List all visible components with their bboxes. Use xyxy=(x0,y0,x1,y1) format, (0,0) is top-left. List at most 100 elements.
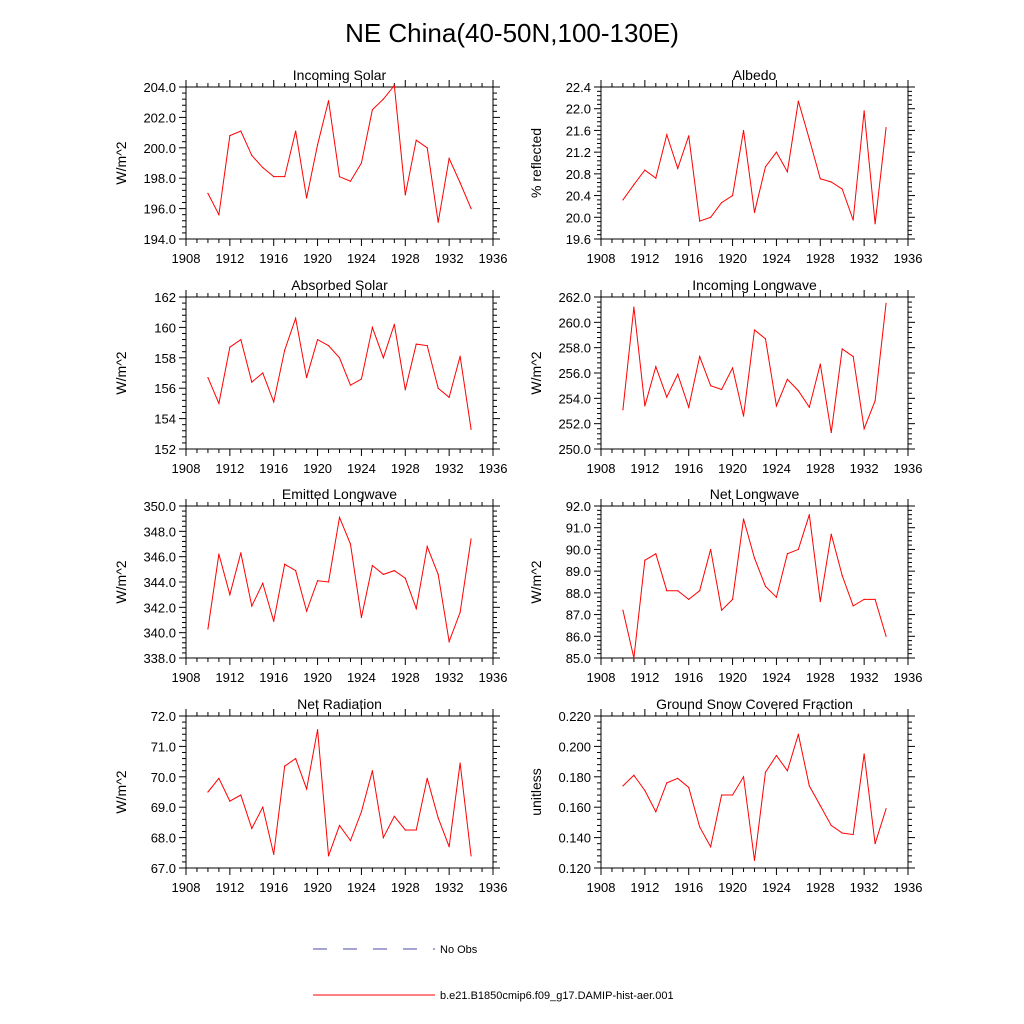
y-tick-label: 0.120 xyxy=(558,861,591,876)
panel-net-longwave: Net Longwave W/m^2 1908 1912 1916 1920 1924 192… xyxy=(528,486,922,685)
data-point xyxy=(327,855,330,857)
data-point xyxy=(863,110,865,112)
data-point xyxy=(262,166,264,169)
data-point xyxy=(284,563,286,565)
data-point xyxy=(688,786,690,789)
data-point xyxy=(808,785,810,787)
y-tick-label: 20.0 xyxy=(566,210,591,225)
data-point xyxy=(852,355,854,358)
x-tick-label: 1916 xyxy=(259,251,288,266)
x-tick-label: 1912 xyxy=(630,880,659,895)
panel-title: Albedo xyxy=(733,67,777,83)
data-point xyxy=(327,581,330,583)
y-axis-label: W/m^2 xyxy=(113,141,129,184)
y-tick-label: 256.0 xyxy=(558,366,591,381)
panel-title: Incoming Longwave xyxy=(692,277,817,293)
y-tick-label: 198.0 xyxy=(143,171,176,186)
panel-title: Ground Snow Covered Fraction xyxy=(656,696,853,712)
plot-frame xyxy=(185,505,494,659)
x-tick-label: 1928 xyxy=(391,880,420,895)
data-point xyxy=(284,176,286,178)
y-tick-label: 254.0 xyxy=(558,391,591,406)
data-point xyxy=(688,135,690,137)
data-point xyxy=(819,363,821,365)
data-point xyxy=(819,805,821,807)
data-point xyxy=(786,378,788,380)
y-tick-label: 0.200 xyxy=(558,739,591,754)
panel-title: Absorbed Solar xyxy=(291,277,388,293)
y-tick-label: 86.0 xyxy=(566,629,591,644)
data-point xyxy=(207,791,209,793)
data-point xyxy=(459,355,461,357)
y-tick-label: 344.0 xyxy=(143,575,176,590)
x-tick-label: 1920 xyxy=(303,670,332,685)
data-point xyxy=(764,585,767,587)
series-line xyxy=(622,734,887,861)
data-point xyxy=(885,808,887,810)
x-tick-label: 1936 xyxy=(479,880,508,895)
data-point xyxy=(797,390,799,392)
data-point xyxy=(360,811,363,813)
data-point xyxy=(415,829,417,831)
data-point xyxy=(786,553,788,555)
plot-frame xyxy=(185,715,494,869)
data-point xyxy=(742,518,745,520)
data-point xyxy=(742,129,745,132)
y-tick-label: 85.0 xyxy=(566,651,591,666)
y-tick-label: 91.0 xyxy=(566,521,591,536)
data-point xyxy=(677,590,679,592)
data-point xyxy=(874,223,876,225)
data-point xyxy=(710,548,712,551)
data-point xyxy=(797,548,799,551)
y-tick-label: 68.0 xyxy=(151,831,176,846)
data-point xyxy=(448,396,450,398)
y-tick-label: 262.0 xyxy=(558,290,591,305)
panel-title: Emitted Longwave xyxy=(282,486,397,502)
data-point xyxy=(841,348,843,350)
data-point xyxy=(699,590,701,592)
data-point xyxy=(229,135,231,137)
data-point xyxy=(644,405,646,407)
x-tick-label: 1912 xyxy=(215,461,244,476)
y-tick-label: 342.0 xyxy=(143,600,176,615)
series-line xyxy=(622,100,887,224)
y-axis-label: W/m^2 xyxy=(113,560,129,603)
y-axis-label: W/m^2 xyxy=(528,560,544,603)
data-point xyxy=(764,771,767,773)
data-point xyxy=(218,214,220,216)
y-tick-label: 87.0 xyxy=(566,608,591,623)
y-tick-label: 158 xyxy=(154,351,176,366)
data-point xyxy=(808,514,810,516)
y-tick-label: 350.0 xyxy=(143,499,176,514)
data-point xyxy=(852,219,854,221)
data-point xyxy=(677,167,679,170)
data-point xyxy=(448,846,450,848)
x-tick-label: 1916 xyxy=(674,461,703,476)
data-point xyxy=(316,338,319,341)
panel-title: Net Longwave xyxy=(710,486,800,502)
data-point xyxy=(874,843,876,845)
y-tick-label: 0.160 xyxy=(558,800,591,815)
data-point xyxy=(666,782,668,784)
data-point xyxy=(306,376,308,379)
data-point xyxy=(382,98,384,100)
x-tick-label: 1928 xyxy=(391,670,420,685)
data-point xyxy=(655,177,657,179)
data-point xyxy=(655,553,657,555)
x-tick-label: 1908 xyxy=(172,670,201,685)
data-point xyxy=(786,770,788,772)
x-tick-label: 1936 xyxy=(894,670,923,685)
data-point xyxy=(459,611,461,614)
data-point xyxy=(273,401,275,403)
data-point xyxy=(830,824,832,827)
data-point xyxy=(775,596,778,598)
data-point xyxy=(885,127,887,129)
x-tick-label: 1924 xyxy=(347,461,376,476)
panel-title: Net Radiation xyxy=(297,696,382,712)
x-tick-label: 1920 xyxy=(303,251,332,266)
y-tick-label: 340.0 xyxy=(143,626,176,641)
x-tick-label: 1936 xyxy=(479,461,508,476)
data-point xyxy=(633,184,635,186)
y-tick-label: 20.8 xyxy=(566,167,591,182)
